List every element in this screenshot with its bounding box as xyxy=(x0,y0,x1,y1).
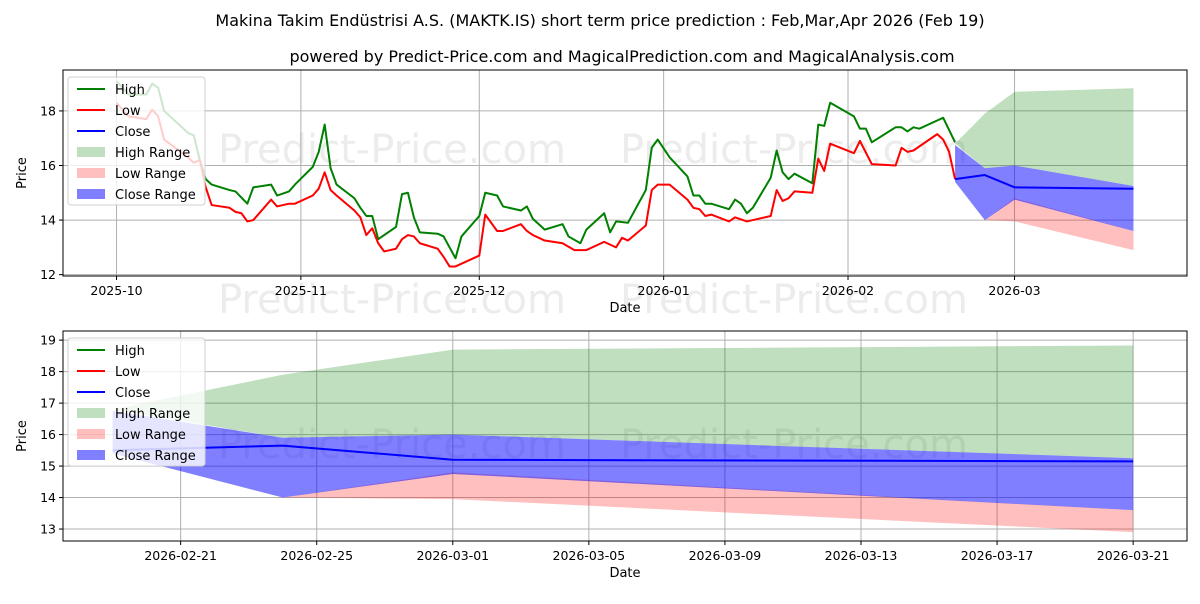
y-tick-label: 19 xyxy=(40,333,56,348)
legend-label: High Range xyxy=(115,146,190,161)
x-tick-label: 2026-03 xyxy=(988,283,1040,298)
plot-area xyxy=(115,80,1134,268)
plot-frame xyxy=(62,69,1188,277)
legend-label: Low Range xyxy=(115,428,186,443)
high-line xyxy=(115,80,956,260)
y-tick-label: 18 xyxy=(40,103,56,118)
legend-label: Close xyxy=(115,125,150,140)
x-tick-label: 2025-12 xyxy=(453,283,505,298)
x-tick-label: 2026-02 xyxy=(822,283,874,298)
plot-area xyxy=(112,345,1134,533)
y-tick-label: 14 xyxy=(40,213,56,228)
x-tick-label: 2026-03-21 xyxy=(1097,548,1170,563)
x-axis-label: Date xyxy=(609,301,640,316)
legend-label: Low xyxy=(115,104,141,119)
y-tick-label: 12 xyxy=(40,267,56,282)
y-tick-label: 17 xyxy=(40,396,56,411)
legend-label: Close Range xyxy=(115,188,196,203)
plot-frame xyxy=(62,330,1188,542)
legend-label: Close Range xyxy=(115,449,196,464)
legend-label: High Range xyxy=(115,407,190,422)
y-tick-label: 14 xyxy=(40,490,56,505)
legend-swatch-low-range xyxy=(77,429,105,439)
legend: High Low Close High Range Low Range Close Ran… xyxy=(67,76,206,206)
legend-label: Low Range xyxy=(115,167,186,182)
watermark-text: Predict-Price.com xyxy=(218,277,566,323)
y-tick-label: 16 xyxy=(40,158,56,173)
x-tick-label: 2026-03-13 xyxy=(825,548,898,563)
x-tick-label: 2025-11 xyxy=(275,283,327,298)
top-price-panel: 12 14 16 18 2025-10 2025-11 2025-12 2026-01 2026… xyxy=(15,69,1188,316)
high-range-band xyxy=(955,88,1134,186)
watermark-text: Predict-Price.com xyxy=(620,277,968,323)
x-tick-label: 2026-01 xyxy=(638,283,690,298)
y-tick-label: 13 xyxy=(40,522,56,537)
y-axis-label: Price xyxy=(15,157,30,189)
legend-label: High xyxy=(115,344,145,359)
low-range-band xyxy=(955,179,1134,251)
chart-subtitle: powered by Predict-Price.com and Magical… xyxy=(289,47,954,66)
x-tick-label: 2026-03-01 xyxy=(416,548,489,563)
x-tick-label: 2026-03-05 xyxy=(553,548,626,563)
close-line xyxy=(954,174,1134,190)
legend-swatch-low-range xyxy=(77,168,105,178)
legend: High Low Close High Range Low Range Close Ran… xyxy=(67,337,206,467)
legend-swatch-high-range xyxy=(77,147,105,157)
low-range-band xyxy=(112,450,1134,533)
legend-swatch-close-range xyxy=(77,450,105,460)
watermark-text: Predict-Price.com xyxy=(218,127,566,173)
x-tick-label: 2026-03-09 xyxy=(689,548,762,563)
low-line xyxy=(115,102,957,268)
y-axis-label: Price xyxy=(15,420,30,452)
chart-title: Makina Takim Endüstrisi A.S. (MAKTK.IS) … xyxy=(215,11,984,30)
legend-label: High xyxy=(115,83,145,98)
x-tick-label: 2026-02-21 xyxy=(144,548,217,563)
y-tick-label: 15 xyxy=(40,459,56,474)
high-range-band xyxy=(112,345,1134,459)
legend-label: Close xyxy=(115,386,150,401)
legend-swatch-high-range xyxy=(77,408,105,418)
x-tick-label: 2025-10 xyxy=(90,283,142,298)
x-axis-label: Date xyxy=(609,566,640,581)
legend-swatch-close-range xyxy=(77,189,105,199)
forecast-panel: 13 14 15 16 17 18 19 2026-02-21 2026-02-25 2026-0… xyxy=(15,330,1188,581)
x-tick-label: 2026-03-17 xyxy=(961,548,1034,563)
y-tick-label: 18 xyxy=(40,364,56,379)
legend-label: Low xyxy=(115,365,141,380)
y-tick-label: 16 xyxy=(40,427,56,442)
x-tick-label: 2026-02-25 xyxy=(280,548,353,563)
